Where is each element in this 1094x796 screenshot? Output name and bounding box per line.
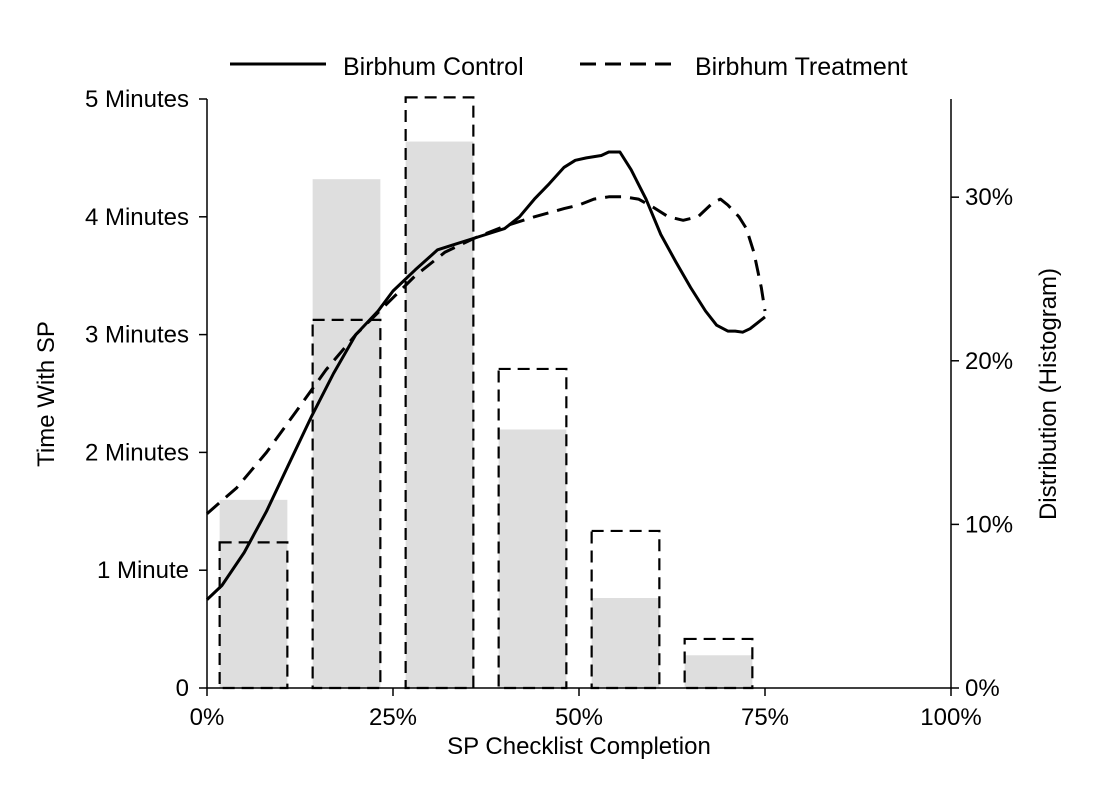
y-left-tick-label-5: 5 Minutes xyxy=(85,86,189,113)
y-left-tick-label-4: 4 Minutes xyxy=(85,204,189,231)
series-line-control xyxy=(205,150,766,601)
series-lines xyxy=(205,150,767,601)
y-right-tick-label-3: 30% xyxy=(965,184,1013,211)
legend-label-0: Birbhum Control xyxy=(343,53,524,81)
histogram-bar-treatment-5 xyxy=(683,637,754,690)
histogram-treatment-bars xyxy=(218,96,754,690)
histogram-bar-control-4 xyxy=(591,598,660,688)
y-left-tick-label-3: 3 Minutes xyxy=(85,322,189,349)
histogram-bar-control-1 xyxy=(312,179,381,689)
y-right-tick-label-2: 20% xyxy=(965,348,1013,375)
histogram-control-bars xyxy=(219,141,753,689)
axes: 0% 25% 50% 75% 100% 0 1 Minute 2 Minutes 3 Minut… xyxy=(85,86,1013,731)
y-left-tick-label-1: 1 Minute xyxy=(97,557,189,584)
x-tick-label-3: 75% xyxy=(741,704,789,731)
legend-label-1: Birbhum Treatment xyxy=(695,53,908,81)
y-right-tick-label-1: 10% xyxy=(965,511,1013,538)
histogram-bar-control-5 xyxy=(684,655,753,688)
x-tick-label-4: 100% xyxy=(920,704,981,731)
histogram-bar-control-0 xyxy=(219,499,288,688)
x-tick-label-2: 50% xyxy=(555,704,603,731)
y-right-tick-label-0: 0% xyxy=(965,675,1000,702)
y-left-tick-label-2: 2 Minutes xyxy=(85,439,189,466)
x-axis-title: SP Checklist Completion xyxy=(447,733,711,760)
x-tick-label-1: 25% xyxy=(369,704,417,731)
y-axis-right-title: Distribution (Histogram) xyxy=(1035,268,1062,520)
histogram-bar-treatment-1 xyxy=(311,318,382,690)
y-left-tick-label-0: 0 xyxy=(176,675,189,702)
legend: Birbhum Control Birbhum Treatment xyxy=(230,53,908,81)
histogram-bar-control-3 xyxy=(498,429,567,688)
y-axis-left-title: Time With SP xyxy=(33,321,60,467)
x-tick-label-0: 0% xyxy=(190,704,225,731)
histogram-bar-control-2 xyxy=(405,141,474,689)
series-line-treatment xyxy=(206,195,767,515)
